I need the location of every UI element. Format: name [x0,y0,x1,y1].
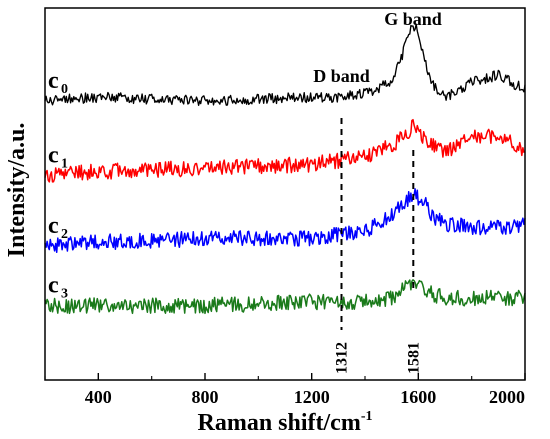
series-c1-line [44,118,526,183]
x-tick-label-800: 800 [192,387,219,407]
plot-frame [44,7,526,381]
series-layer [44,23,526,315]
series-c3-line [44,279,526,315]
series-c0-line [44,23,526,106]
x-tick-label-2000: 2000 [489,387,525,407]
annotation-d-band: D band [313,66,370,86]
marker-layer: 1312 1581 [334,118,422,374]
series-c0-label-subscript: 0 [61,82,68,97]
series-c1-label: c [48,142,59,168]
x-tick-label-1200: 1200 [294,387,330,407]
series-c2-label-subscript: 2 [61,227,68,242]
axis-layer: 400 800 1200 1600 2000 [44,373,526,407]
y-axis-title: Intensity/a.u. [4,123,30,258]
x-axis-title-superscript: -1 [361,409,373,424]
series-c2-line [44,188,526,254]
series-c2-label: c [48,213,59,239]
x-axis-title: Raman shift/cm-1 [198,409,373,436]
series-c0-label: c [48,68,59,94]
marker-label-1581: 1581 [405,342,422,374]
series-c1-label-subscript: 1 [61,156,68,171]
marker-label-1312: 1312 [334,342,351,374]
series-c3-label: c [48,273,59,299]
x-tick-label-400: 400 [85,387,112,407]
x-tick-label-1600: 1600 [400,387,436,407]
annotation-g-band: G band [384,9,442,29]
series-c3-label-subscript: 3 [61,287,68,302]
